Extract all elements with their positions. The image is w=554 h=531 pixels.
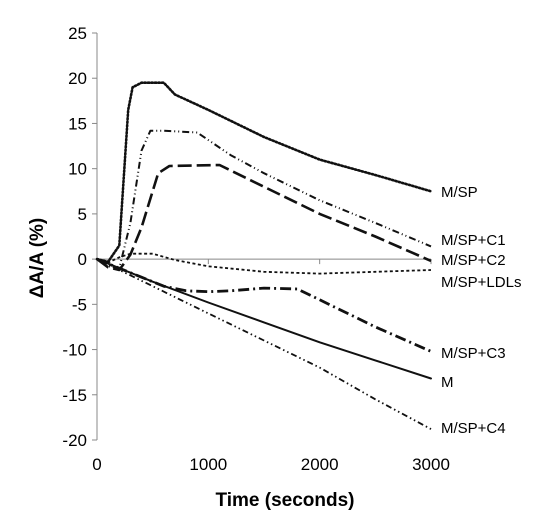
- axes: [92, 32, 432, 441]
- series-label-m-sp-ldls: M/SP+LDLs: [441, 274, 521, 291]
- y-tick-label: 20: [68, 69, 87, 88]
- series-label-m-sp-c2: M/SP+C2: [441, 252, 506, 269]
- series-labels: M/SP M/SP+C1 M/SP+C2 M/SP+LDLs M/SP+C3 M M/SP+…: [441, 184, 521, 437]
- tick-labels: -20 -15 -10 -5 0 5 10 15 20 25 0 1000 2000 3000: [62, 24, 449, 474]
- y-tick-label: 0: [78, 250, 87, 269]
- y-tick-label: -10: [62, 341, 87, 360]
- y-tick-label: 15: [68, 114, 87, 133]
- x-tick-label: 1000: [189, 455, 227, 474]
- series-label-m-sp-c1: M/SP+C1: [441, 232, 506, 249]
- y-tick-label: 10: [68, 160, 87, 179]
- y-tick-label: -20: [62, 431, 87, 450]
- x-tick-label: 3000: [412, 455, 450, 474]
- y-tick-label: -5: [72, 295, 87, 314]
- y-axis-title: ΔA/A (%): [27, 218, 48, 299]
- series-line-m-sp: [95, 81, 433, 264]
- x-tick-label: 0: [92, 455, 101, 474]
- series-label-m-sp: M/SP: [441, 184, 478, 201]
- series-line-m-sp-ldls: [96, 252, 432, 275]
- series-line-m-sp-c3: [96, 257, 432, 353]
- series-line-m-sp-c4: [96, 258, 432, 430]
- y-tick-label: 25: [68, 24, 87, 43]
- series-line-m-sp-c1: [96, 129, 432, 270]
- series-lines: [95, 81, 433, 430]
- series-line-m: [96, 258, 432, 380]
- series-label-m: M: [441, 374, 454, 391]
- series-label-m-sp-c3: M/SP+C3: [441, 345, 506, 362]
- x-tick-label: 2000: [301, 455, 339, 474]
- y-tick-label: -15: [62, 386, 87, 405]
- series-label-m-sp-c4: M/SP+C4: [441, 420, 506, 437]
- x-axis-title: Time (seconds): [215, 490, 354, 511]
- y-tick-label: 5: [78, 205, 87, 224]
